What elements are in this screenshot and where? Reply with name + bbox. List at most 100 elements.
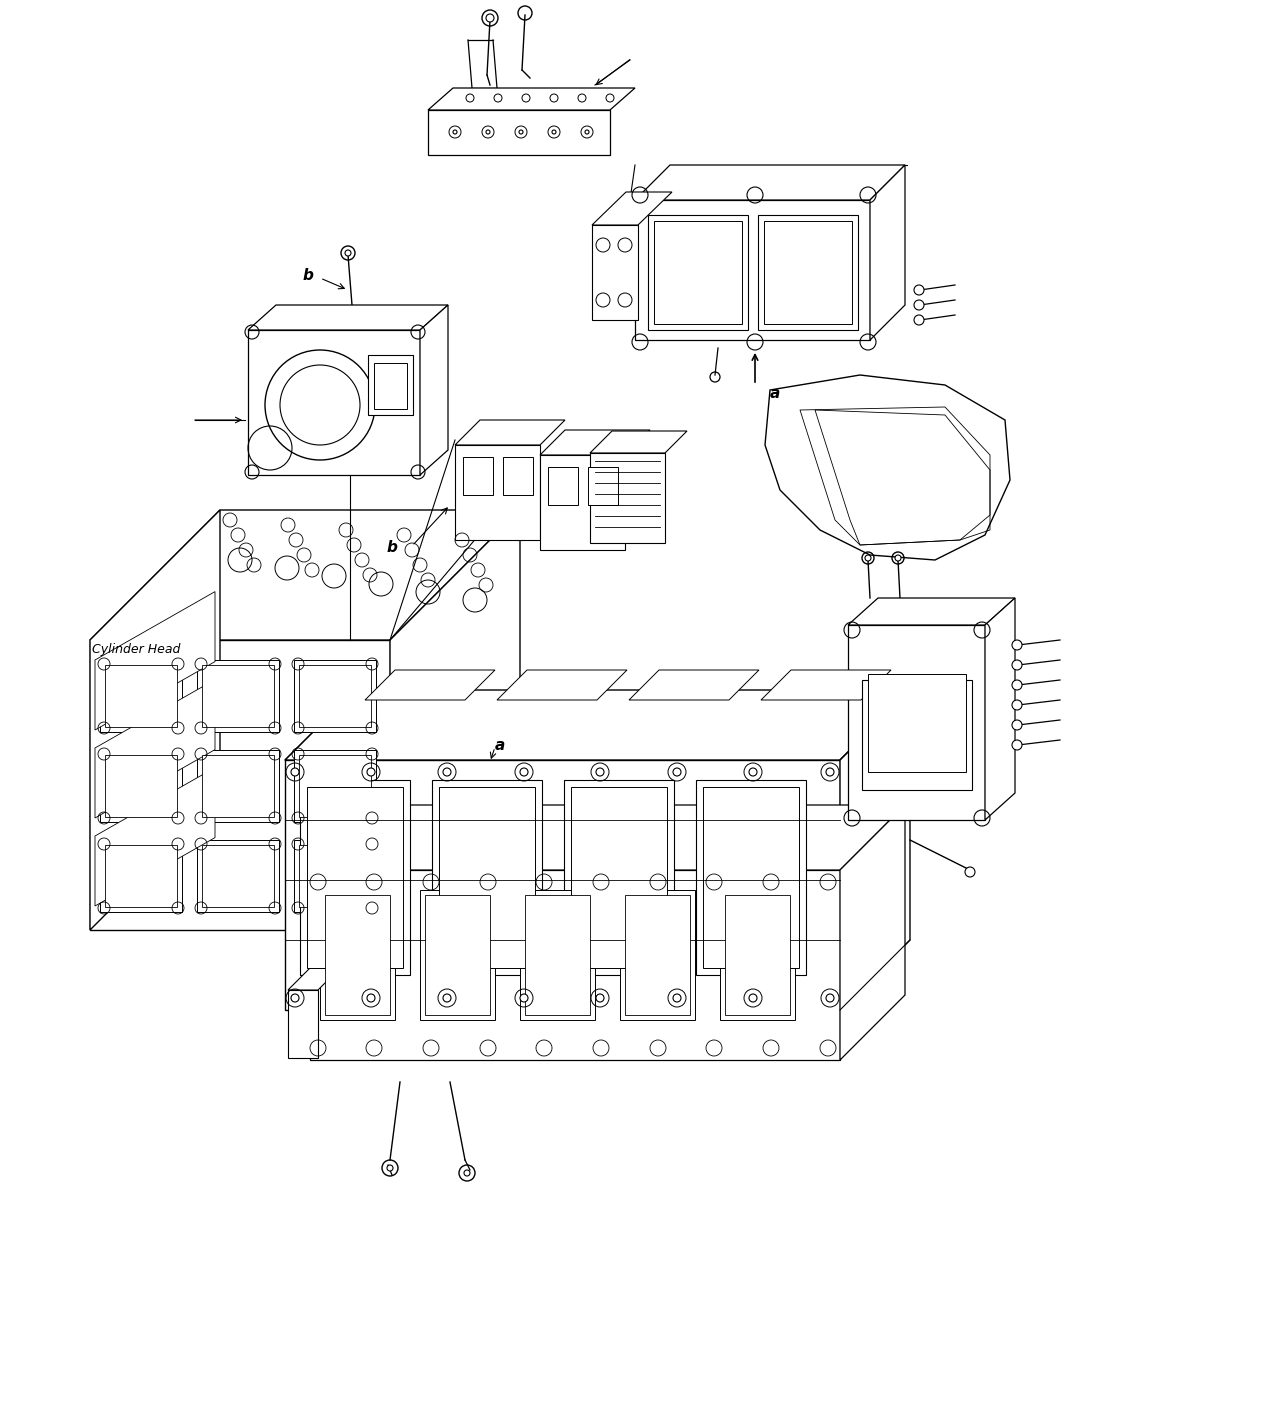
Circle shape bbox=[865, 555, 870, 561]
Bar bbox=[105, 844, 177, 907]
Circle shape bbox=[291, 768, 299, 776]
Polygon shape bbox=[365, 670, 495, 700]
Polygon shape bbox=[590, 431, 687, 453]
Polygon shape bbox=[848, 624, 984, 820]
Polygon shape bbox=[840, 690, 910, 1010]
Polygon shape bbox=[840, 805, 905, 1060]
Circle shape bbox=[1012, 680, 1022, 690]
Bar bbox=[868, 674, 965, 772]
Polygon shape bbox=[419, 305, 449, 475]
Bar bbox=[571, 788, 666, 968]
Circle shape bbox=[1012, 739, 1022, 751]
Polygon shape bbox=[428, 88, 635, 111]
Bar bbox=[374, 363, 407, 409]
Circle shape bbox=[914, 299, 924, 309]
Polygon shape bbox=[90, 509, 220, 929]
Circle shape bbox=[1012, 700, 1022, 710]
Polygon shape bbox=[95, 768, 215, 905]
Polygon shape bbox=[90, 509, 519, 640]
Circle shape bbox=[519, 993, 528, 1002]
Bar bbox=[725, 895, 791, 1015]
Polygon shape bbox=[455, 420, 565, 446]
Circle shape bbox=[585, 131, 589, 133]
Polygon shape bbox=[628, 670, 759, 700]
Bar bbox=[432, 780, 542, 975]
Polygon shape bbox=[90, 640, 390, 929]
Polygon shape bbox=[984, 597, 1015, 820]
Circle shape bbox=[519, 768, 528, 776]
Bar bbox=[438, 788, 535, 968]
Bar bbox=[294, 840, 376, 912]
Polygon shape bbox=[761, 670, 891, 700]
Bar bbox=[758, 216, 858, 331]
Bar bbox=[307, 788, 403, 968]
Circle shape bbox=[291, 993, 299, 1002]
Polygon shape bbox=[428, 111, 609, 155]
Bar bbox=[654, 221, 742, 324]
Polygon shape bbox=[635, 165, 905, 200]
Circle shape bbox=[749, 768, 756, 776]
Circle shape bbox=[367, 993, 375, 1002]
Polygon shape bbox=[95, 680, 215, 817]
Circle shape bbox=[914, 315, 924, 325]
Polygon shape bbox=[870, 165, 905, 341]
Circle shape bbox=[595, 768, 604, 776]
Bar bbox=[519, 890, 595, 1020]
Bar bbox=[105, 755, 177, 817]
Circle shape bbox=[487, 14, 494, 23]
Circle shape bbox=[443, 768, 451, 776]
Bar bbox=[196, 660, 279, 732]
Polygon shape bbox=[248, 331, 419, 475]
Circle shape bbox=[487, 131, 490, 133]
Bar bbox=[299, 666, 371, 727]
Polygon shape bbox=[285, 690, 910, 761]
Polygon shape bbox=[248, 305, 449, 331]
Bar bbox=[100, 660, 182, 732]
Polygon shape bbox=[540, 430, 650, 455]
Bar bbox=[321, 890, 395, 1020]
Text: a: a bbox=[770, 386, 780, 400]
Circle shape bbox=[965, 867, 976, 877]
Circle shape bbox=[454, 131, 457, 133]
Bar bbox=[201, 755, 274, 817]
Bar bbox=[503, 457, 533, 495]
Bar bbox=[647, 216, 748, 331]
Circle shape bbox=[519, 131, 523, 133]
Bar bbox=[196, 840, 279, 912]
Circle shape bbox=[895, 555, 901, 561]
Bar bbox=[588, 467, 618, 505]
Circle shape bbox=[1012, 660, 1022, 670]
Bar bbox=[105, 666, 177, 727]
Polygon shape bbox=[590, 453, 665, 543]
Bar bbox=[862, 680, 972, 790]
Circle shape bbox=[443, 993, 451, 1002]
Bar bbox=[100, 751, 182, 822]
Polygon shape bbox=[390, 509, 519, 929]
Bar bbox=[367, 355, 413, 414]
Circle shape bbox=[1012, 640, 1022, 650]
Circle shape bbox=[826, 993, 834, 1002]
Polygon shape bbox=[310, 805, 905, 870]
Bar bbox=[294, 660, 376, 732]
Bar bbox=[703, 788, 799, 968]
Bar bbox=[525, 895, 590, 1015]
Circle shape bbox=[367, 768, 375, 776]
Polygon shape bbox=[285, 761, 840, 1010]
Polygon shape bbox=[288, 990, 318, 1059]
Circle shape bbox=[749, 993, 756, 1002]
Polygon shape bbox=[288, 968, 340, 990]
Bar bbox=[720, 890, 794, 1020]
Circle shape bbox=[914, 285, 924, 295]
Bar bbox=[294, 751, 376, 822]
Bar bbox=[549, 467, 578, 505]
Bar bbox=[326, 895, 390, 1015]
Circle shape bbox=[464, 1171, 470, 1176]
Polygon shape bbox=[497, 670, 627, 700]
Bar bbox=[419, 890, 495, 1020]
Text: Cylinder Head: Cylinder Head bbox=[92, 643, 180, 657]
Polygon shape bbox=[848, 597, 1015, 624]
Circle shape bbox=[673, 993, 680, 1002]
Text: b: b bbox=[386, 541, 398, 555]
Circle shape bbox=[673, 768, 680, 776]
Polygon shape bbox=[765, 375, 1010, 561]
